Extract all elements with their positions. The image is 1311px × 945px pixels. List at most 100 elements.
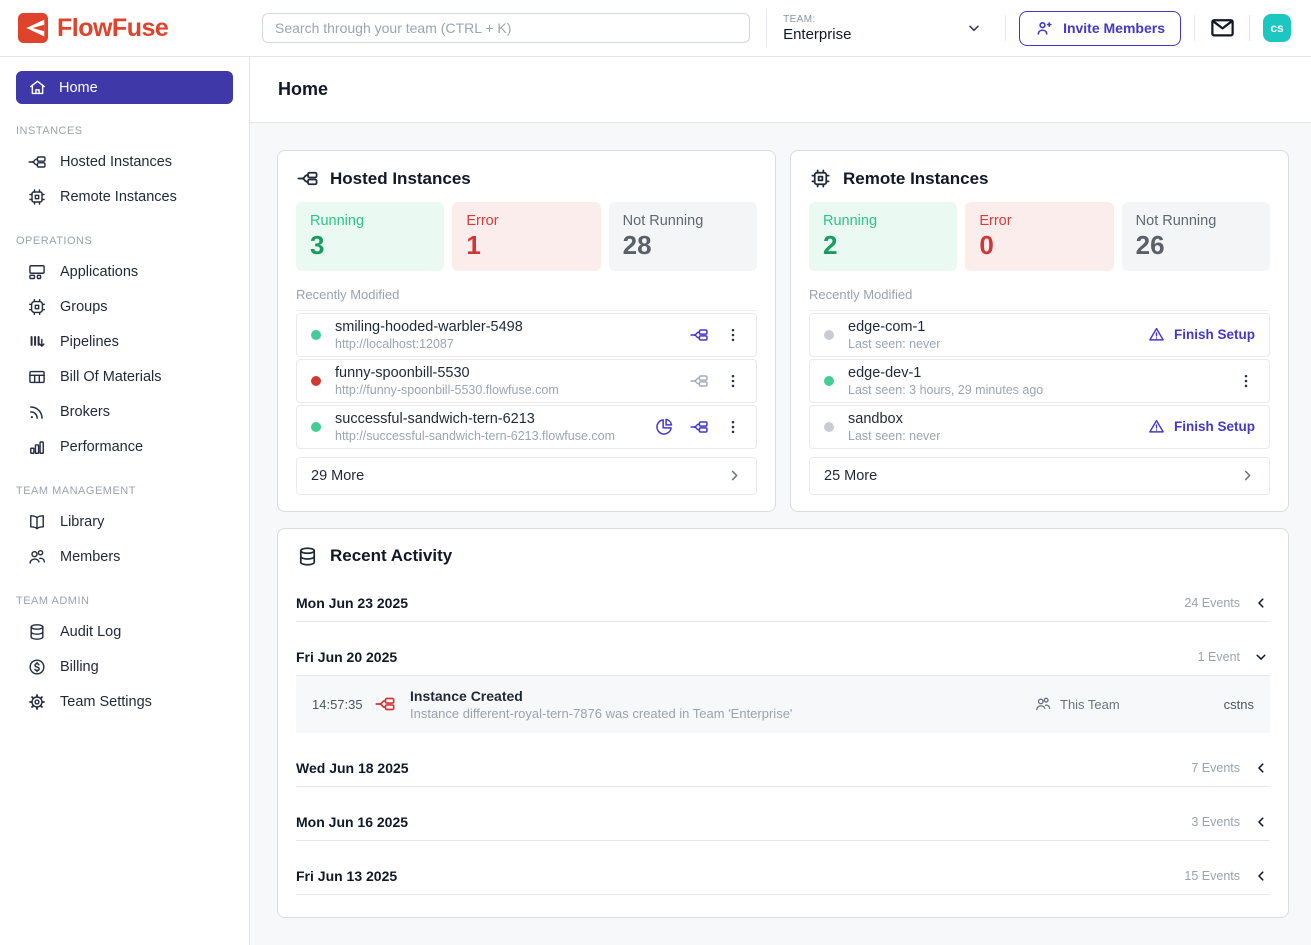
activity-group: Fri Jun 20 2025 1 Event 14:57:35 Instanc… [296, 639, 1270, 733]
chip-icon [811, 169, 830, 188]
finish-setup-button[interactable]: Finish Setup [1147, 325, 1255, 344]
brand-text: FlowFuse [57, 13, 169, 42]
stat-value: 1 [466, 230, 481, 260]
sidebar-item-hosted-instances[interactable]: Hosted Instances [16, 144, 233, 179]
book-icon [30, 514, 44, 529]
open-editor-icon[interactable] [689, 417, 709, 437]
sidebar-item-home[interactable]: Home [16, 71, 233, 104]
device-row[interactable]: sandbox Last seen: never Finish Setup [809, 404, 1270, 449]
stat-value: 28 [622, 230, 652, 260]
instance-url[interactable]: http://funny-spoonbill-5530.flowfuse.com [335, 382, 559, 397]
activity-group-header[interactable]: Mon Jun 23 2025 24 Events [296, 585, 1270, 622]
activity-events-count: 3 Events [1191, 814, 1240, 829]
event-user: cstns [1223, 696, 1254, 712]
activity-date: Fri Jun 20 2025 [296, 648, 398, 665]
sidebar-item-label: Applications [60, 263, 139, 280]
hosted-more-link[interactable]: 29 More [296, 456, 757, 495]
sidebar-item-performance[interactable]: Performance [16, 429, 233, 464]
divider [1005, 15, 1007, 41]
stat-value: 2 [823, 230, 838, 260]
stat-label: Running [823, 213, 878, 229]
more-label: 25 More [824, 467, 878, 484]
dashboard-pie-icon[interactable] [654, 417, 674, 437]
chevron-down-icon[interactable] [1254, 650, 1268, 664]
signal-icon [30, 405, 43, 419]
invite-members-label: Invite Members [1063, 20, 1165, 36]
activity-group: Wed Jun 18 2025 7 Events [296, 750, 1270, 787]
instance-row[interactable]: smiling-hooded-warbler-5498 http://local… [296, 312, 757, 357]
bar-chart-icon [30, 440, 44, 454]
stat-label: Running [310, 213, 365, 229]
activity-events-count: 24 Events [1184, 595, 1240, 610]
stat-not-running: Not Running 26 [1121, 202, 1270, 271]
notifications-button[interactable] [1208, 14, 1236, 42]
chevron-right-icon [1244, 470, 1251, 481]
remote-more-link[interactable]: 25 More [809, 456, 1270, 495]
home-icon [30, 80, 45, 95]
team-selector[interactable]: TEAM: Enterprise [766, 9, 992, 47]
top-bar: FlowFuse TEAM: Enterprise Invite Members [0, 0, 1311, 57]
sidebar-item-team-settings[interactable]: Team Settings [16, 684, 233, 719]
sidebar-item-pipelines[interactable]: Pipelines [16, 324, 233, 359]
sidebar-item-bill-of-materials[interactable]: Bill Of Materials [16, 359, 233, 394]
chevron-left-icon[interactable] [1254, 815, 1268, 829]
finish-setup-label: Finish Setup [1174, 419, 1255, 435]
sidebar-item-label: Hosted Instances [60, 153, 173, 170]
activity-group-header[interactable]: Mon Jun 16 2025 3 Events [296, 804, 1270, 841]
sidebar-item-label: Pipelines [60, 333, 119, 350]
sidebar-item-audit-log[interactable]: Audit Log [16, 614, 233, 649]
instance-name: successful-sandwich-tern-6213 [335, 410, 535, 427]
table-icon [29, 370, 45, 383]
activity-date: Fri Jun 13 2025 [296, 867, 398, 884]
chevron-down-icon [969, 25, 979, 32]
device-name: sandbox [848, 410, 903, 427]
user-avatar[interactable]: cs [1263, 14, 1291, 42]
activity-group-header[interactable]: Wed Jun 18 2025 7 Events [296, 750, 1270, 787]
sidebar-item-applications[interactable]: Applications [16, 254, 233, 289]
sidebar-item-groups[interactable]: Groups [16, 289, 233, 324]
stat-label: Error [466, 213, 499, 229]
sidebar-item-brokers[interactable]: Brokers [16, 394, 233, 429]
activity-date: Mon Jun 16 2025 [296, 813, 409, 830]
finish-setup-label: Finish Setup [1174, 327, 1255, 343]
activity-group-header[interactable]: Fri Jun 20 2025 1 Event [296, 639, 1270, 676]
instance-row[interactable]: successful-sandwich-tern-6213 http://suc… [296, 404, 757, 449]
sidebar-section-team-admin: TEAM ADMIN [16, 595, 90, 607]
stat-label: Not Running [1135, 213, 1217, 229]
instance-url[interactable]: http://localhost:12087 [335, 336, 454, 351]
kebab-menu-icon[interactable] [724, 418, 742, 436]
invite-members-button[interactable]: Invite Members [1019, 10, 1181, 46]
stat-error: Error 0 [965, 202, 1114, 271]
open-editor-icon[interactable] [689, 325, 709, 345]
activity-group: Mon Jun 16 2025 3 Events [296, 804, 1270, 841]
device-last-seen: Last seen: never [848, 428, 941, 443]
kebab-menu-icon[interactable] [724, 326, 742, 344]
chevron-left-icon[interactable] [1254, 761, 1268, 775]
windows-icon [29, 264, 45, 279]
kebab-menu-icon[interactable] [724, 372, 742, 390]
recent-activity-card: Recent Activity Mon Jun 23 2025 24 Event… [277, 527, 1289, 918]
kebab-menu-icon[interactable] [1237, 372, 1255, 390]
search-input[interactable] [262, 13, 750, 43]
team-icon [1036, 697, 1051, 711]
activity-group-header[interactable]: Fri Jun 13 2025 15 Events [296, 858, 1270, 895]
device-row[interactable]: edge-dev-1 Last seen: 3 hours, 29 minute… [809, 358, 1270, 403]
chevron-left-icon[interactable] [1254, 869, 1268, 883]
instance-name: smiling-hooded-warbler-5498 [335, 318, 523, 335]
sidebar-item-members[interactable]: Members [16, 539, 233, 574]
device-last-seen: Last seen: never [848, 336, 941, 351]
activity-group: Mon Jun 23 2025 24 Events [296, 585, 1270, 622]
topbar-right: TEAM: Enterprise Invite Members cs [766, 9, 1291, 47]
database-icon [30, 623, 44, 640]
instance-url[interactable]: http://successful-sandwich-tern-6213.flo… [335, 428, 615, 443]
instance-row[interactable]: funny-spoonbill-5530 http://funny-spoonb… [296, 358, 757, 403]
sidebar-item-remote-instances[interactable]: Remote Instances [16, 179, 233, 214]
status-dot-running [824, 375, 834, 386]
card-title: Hosted Instances [330, 168, 471, 188]
chevron-left-icon[interactable] [1254, 596, 1268, 610]
device-row[interactable]: edge-com-1 Last seen: never Finish Setup [809, 312, 1270, 357]
sidebar-item-billing[interactable]: Billing [16, 649, 233, 684]
flowfuse-logo[interactable]: FlowFuse [18, 13, 250, 43]
finish-setup-button[interactable]: Finish Setup [1147, 417, 1255, 436]
sidebar-item-library[interactable]: Library [16, 504, 233, 539]
